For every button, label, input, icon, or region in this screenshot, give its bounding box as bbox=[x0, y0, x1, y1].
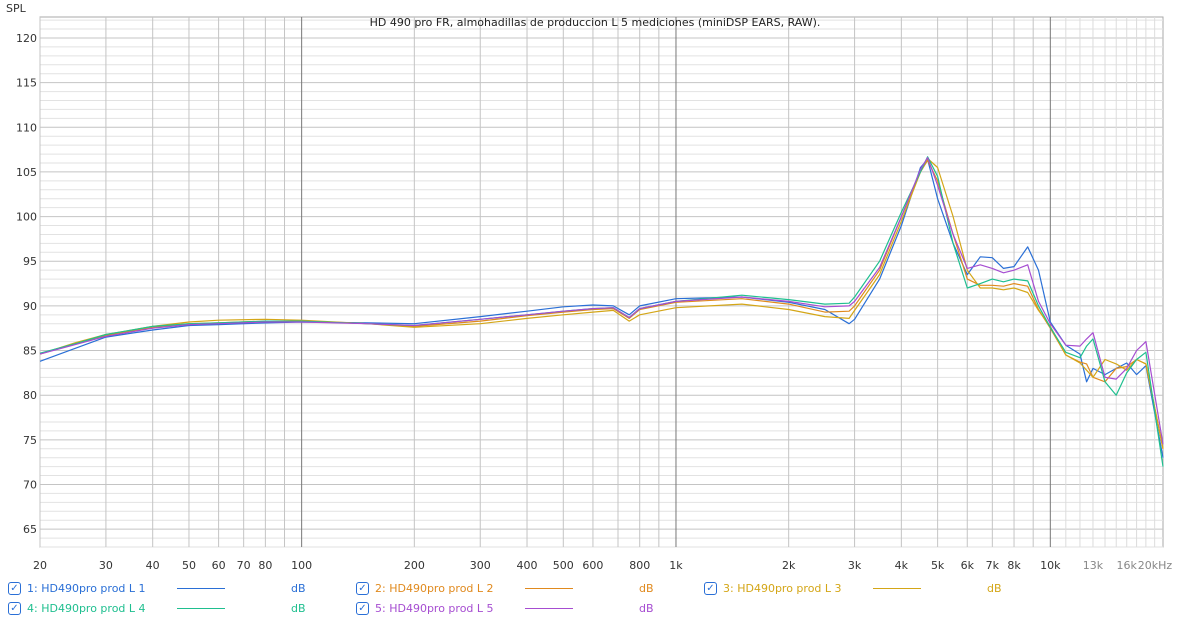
series-line-5 bbox=[39, 157, 1164, 445]
x-tick-label: 600 bbox=[582, 559, 603, 572]
x-ticks: 20 30 40 50 60 70 80 100 200 300 400 500 600 800 1k 2k 3… bbox=[33, 559, 1172, 572]
x-tick-label: 1k bbox=[669, 559, 683, 572]
legend-label: 2: HD490pro prod L 2 bbox=[375, 582, 494, 595]
y-tick-label: 65 bbox=[23, 523, 37, 536]
legend-line-sample bbox=[873, 588, 921, 589]
x-tick-label: 400 bbox=[517, 559, 538, 572]
legend-unit: dB bbox=[291, 582, 306, 595]
y-tick-label: 90 bbox=[23, 300, 37, 313]
x-tick-label: 7k bbox=[986, 559, 1000, 572]
legend-line-sample bbox=[525, 588, 573, 589]
checkbox-checked-icon[interactable]: ✓ bbox=[356, 602, 369, 615]
legend-label: 5: HD490pro prod L 5 bbox=[375, 602, 494, 615]
legend-unit: dB bbox=[291, 602, 306, 615]
y-tick-label: 75 bbox=[23, 434, 37, 447]
x-tick-label: 50 bbox=[182, 559, 196, 572]
x-tick-label: 70 bbox=[237, 559, 251, 572]
x-tick-label: 60 bbox=[212, 559, 226, 572]
y-tick-label: 120 bbox=[16, 32, 37, 45]
checkbox-checked-icon[interactable]: ✓ bbox=[8, 582, 21, 595]
checkbox-checked-icon[interactable]: ✓ bbox=[356, 582, 369, 595]
plot-area bbox=[39, 16, 1164, 548]
x-tick-label: 13k bbox=[1083, 559, 1104, 572]
x-tick-label: 300 bbox=[470, 559, 491, 572]
legend-label: 1: HD490pro prod L 1 bbox=[27, 582, 146, 595]
x-tick-label: 5k bbox=[931, 559, 945, 572]
y-ticks: 65 70 75 80 85 90 95 100 105 110 115 120 bbox=[16, 32, 37, 536]
x-tick-label: 2k bbox=[782, 559, 796, 572]
y-tick-label: 70 bbox=[23, 478, 37, 491]
x-tick-label: 30 bbox=[99, 559, 113, 572]
x-tick-label: 80 bbox=[258, 559, 272, 572]
y-tick-label: 105 bbox=[16, 166, 37, 179]
x-tick-label: 40 bbox=[146, 559, 160, 572]
x-tick-label: 16k bbox=[1117, 559, 1138, 572]
chart-title: HD 490 pro FR, almohadillas de produccio… bbox=[370, 16, 821, 29]
x-tick-label: 20 bbox=[33, 559, 47, 572]
y-tick-label: 85 bbox=[23, 345, 37, 358]
legend-label: 3: HD490pro prod L 3 bbox=[723, 582, 842, 595]
x-tick-label: 20kHz bbox=[1138, 559, 1173, 572]
legend-item-5: ✓ 5: HD490pro prod L 5 dB bbox=[356, 602, 679, 615]
legend-line-sample bbox=[177, 588, 225, 589]
legend-unit: dB bbox=[639, 582, 654, 595]
x-tick-label: 8k bbox=[1007, 559, 1021, 572]
x-tick-label: 3k bbox=[848, 559, 862, 572]
legend-item-2: ✓ 2: HD490pro prod L 2 dB bbox=[356, 582, 679, 595]
y-axis-label: SPL bbox=[6, 2, 27, 15]
legend-item-1: ✓ 1: HD490pro prod L 1 dB bbox=[8, 582, 331, 595]
y-tick-label: 115 bbox=[16, 77, 37, 90]
checkbox-checked-icon[interactable]: ✓ bbox=[8, 602, 21, 615]
legend-line-sample bbox=[177, 608, 225, 609]
legend-unit: dB bbox=[639, 602, 654, 615]
y-tick-label: 110 bbox=[16, 121, 37, 134]
frequency-response-chart: 65 70 75 80 85 90 95 100 105 110 115 120 20 30 40 50 60… bbox=[6, 2, 1172, 572]
legend-unit: dB bbox=[987, 582, 1002, 595]
legend-line-sample bbox=[525, 608, 573, 609]
x-tick-label: 200 bbox=[404, 559, 425, 572]
x-tick-label: 4k bbox=[895, 559, 909, 572]
y-tick-label: 100 bbox=[16, 211, 37, 224]
legend-item-4: ✓ 4: HD490pro prod L 4 dB bbox=[8, 602, 331, 615]
checkbox-checked-icon[interactable]: ✓ bbox=[704, 582, 717, 595]
x-tick-label: 500 bbox=[553, 559, 574, 572]
legend-label: 4: HD490pro prod L 4 bbox=[27, 602, 146, 615]
x-tick-label: 10k bbox=[1040, 559, 1061, 572]
series-lines bbox=[39, 156, 1164, 467]
x-tick-label: 6k bbox=[961, 559, 975, 572]
x-tick-label: 800 bbox=[629, 559, 650, 572]
y-tick-label: 95 bbox=[23, 255, 37, 268]
legend-item-3: ✓ 3: HD490pro prod L 3 dB bbox=[704, 582, 1027, 595]
grid bbox=[39, 16, 1164, 548]
x-tick-label: 100 bbox=[291, 559, 312, 572]
y-tick-label: 80 bbox=[23, 389, 37, 402]
